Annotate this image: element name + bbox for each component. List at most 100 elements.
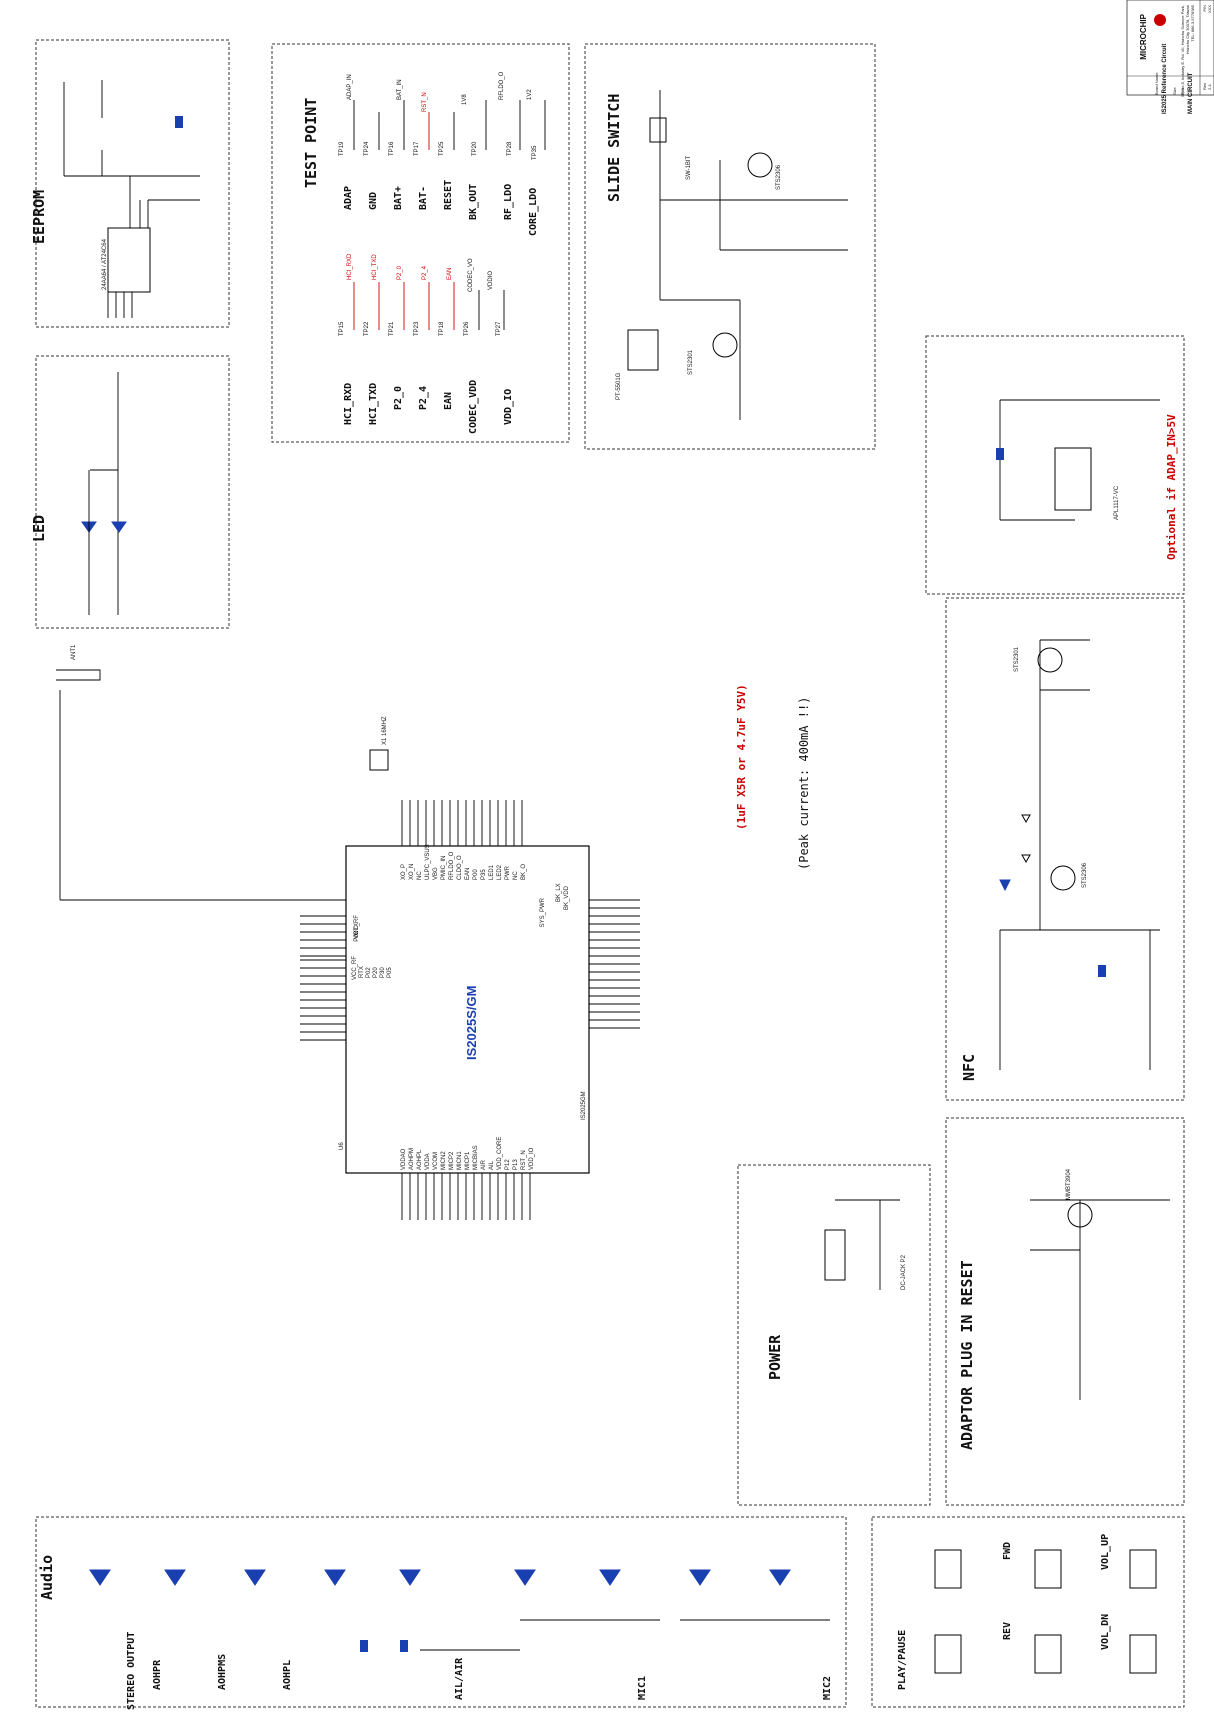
test-point-box <box>271 43 570 443</box>
pin-name: CLDO_O <box>457 855 463 880</box>
cap-note: (1uF X5R or 4.7uF Y5V) <box>735 684 748 830</box>
pin-name: MICBIAS <box>473 1145 479 1170</box>
tp-id: TP24 <box>364 141 370 156</box>
pin-name: MICP2 <box>449 1151 455 1170</box>
tp-net: VDDIO <box>488 271 494 290</box>
size-label: Size <box>1172 86 1177 95</box>
tp-id: TP35 <box>532 145 538 160</box>
q7-transistor <box>1050 865 1076 891</box>
address-line-1: 9F, No.5, Industry E. Rd. VII, Hsinchu S… <box>1180 5 1185 97</box>
rev-label: REV <box>1002 1622 1013 1640</box>
ail-air-label: AIL/AIR <box>454 1657 465 1700</box>
chip-ref: U6 <box>339 1142 345 1150</box>
pin-name: MICP1 <box>465 1151 471 1170</box>
pin-name: SYS_PWR <box>540 897 546 927</box>
board-label: Board Name <box>1154 72 1159 95</box>
tp-label-batp: BAT+ <box>393 186 404 210</box>
sw7-button <box>1129 1634 1157 1674</box>
tp-net: 1V2 <box>527 89 533 100</box>
sw8-button <box>1129 1549 1157 1589</box>
pin-name: VBG <box>433 867 439 880</box>
tp-net: P2_0 <box>397 265 403 280</box>
tp-id: TP15 <box>339 321 345 336</box>
chip-right-pin-stack: SYS_PWR <box>540 897 546 927</box>
tp-net: ADAP_IN <box>347 74 353 100</box>
tp-label-gnd: GND <box>368 192 379 210</box>
q3-label: MMBT3904 <box>1066 1168 1072 1200</box>
pin-name: VDD_CORE <box>497 1137 503 1170</box>
pin-name: LED2 <box>497 864 503 880</box>
left-pin-names: VCC_RF RTX P02 <box>354 915 360 942</box>
audio-box <box>35 1516 847 1708</box>
pin-label: VCC_RF <box>352 956 358 980</box>
tp-label-hcitxd: HCI_TXD <box>368 383 379 425</box>
tp-label-ean: EAN <box>443 392 454 410</box>
q14-transistor <box>712 332 738 358</box>
buttons-box <box>871 1516 1185 1708</box>
rev-value: 2.4 <box>1207 84 1212 90</box>
tp-id: TP18 <box>439 321 445 336</box>
pin-name: VDDAO <box>401 1148 407 1170</box>
audio-circuit: STEREO OUTPUT AOHPR AOHPMS AOHPL AIL/AIR… <box>89 1569 833 1710</box>
q14-label: STS2301 <box>688 349 694 375</box>
tp-label-codec: CODEC_VDD <box>468 380 479 434</box>
adaptor-reset-title: ADAPTOR PLUG IN RESET <box>958 1260 976 1450</box>
dc-jack <box>824 1229 846 1281</box>
led2-icon <box>111 521 127 533</box>
chip-right-pin-names: BK_LX BK_VDD <box>556 883 570 910</box>
pin-name: XO_N <box>409 864 415 880</box>
test-points-group-1: ADAP GND BAT+ BAT- RESET BK_OUT RF_LDO C… <box>339 71 546 236</box>
d18-icon <box>324 1569 346 1586</box>
p2-label: DC-JACK P2 <box>901 1254 907 1290</box>
pin-name: VCC_RF <box>354 915 360 939</box>
chip-top-pins <box>401 800 523 846</box>
sw-playpwr-button <box>934 1549 962 1589</box>
r13-icon <box>1098 965 1106 977</box>
tp-id: TP22 <box>364 321 370 336</box>
r18-icon <box>175 116 183 128</box>
pin-name: VCOM <box>433 1152 439 1170</box>
nfc-title: NFC <box>960 1054 978 1081</box>
optional-note: Optional if ADAP_IN>5V <box>1165 414 1178 560</box>
slide-switch-box <box>584 43 876 450</box>
tp-label-batn: BAT- <box>418 186 429 210</box>
tp-label-vddio: VDD_IO <box>503 389 514 425</box>
tp-id: TP21 <box>389 321 395 336</box>
rev-label: Rev <box>1202 83 1207 90</box>
sheet-title: MAIN CIRCUIT <box>1188 72 1194 114</box>
chip-top-pin-names: XO_P XO_N NC ULPC_VSUS VBG PMIC_IN RFLDO… <box>401 844 527 880</box>
pin-name: AIL <box>489 1160 495 1170</box>
vol-up-label: VOL_UP <box>1100 1534 1111 1570</box>
q9-label: STS2301 <box>1014 646 1020 672</box>
pin-name: MICN2 <box>441 1151 447 1170</box>
d21-icon <box>1021 854 1031 864</box>
tp-label-bkout: BK_OUT <box>468 184 479 220</box>
pin-name: NC <box>417 871 423 880</box>
pin-name: LED1 <box>489 864 495 880</box>
chip-name: IS2025S/GM <box>464 986 479 1060</box>
audio-title: Audio <box>38 1555 56 1600</box>
u1-label: APL1117-VC <box>1114 485 1120 520</box>
pn-label: P/N <box>1202 5 1207 12</box>
pin-name: RST_N <box>521 1150 527 1170</box>
tp-net: CODEC_VO <box>468 258 474 292</box>
pin-name: AOHPL <box>417 1149 423 1170</box>
play-pause-label: PLAY/PAUSE <box>897 1630 908 1690</box>
regulator-circuit: APL1117-VC <box>996 399 1160 521</box>
tp-label-rfldo: RF_LDO <box>503 184 514 220</box>
d22-icon <box>1021 814 1031 824</box>
chip-right-pins <box>589 899 640 1029</box>
d20-icon <box>999 879 1011 892</box>
company-name: MICROCHIP <box>1139 13 1148 59</box>
chip-bottom-pins <box>401 1173 531 1220</box>
sw3-switch <box>627 329 659 371</box>
left-pins: VCC_RF RTX P02 P20 P30 P05 <box>300 915 393 980</box>
sw5-button <box>1034 1634 1062 1674</box>
tp-label-coreldo: CORE_LDO <box>528 188 539 236</box>
pin-name: RTX <box>354 923 360 935</box>
power-box <box>737 1164 931 1506</box>
d16-icon <box>164 1569 186 1586</box>
pin-name: XO_P <box>401 864 407 880</box>
q3-transistor <box>1067 1202 1093 1228</box>
tp-label-reset: RESET <box>443 180 454 210</box>
